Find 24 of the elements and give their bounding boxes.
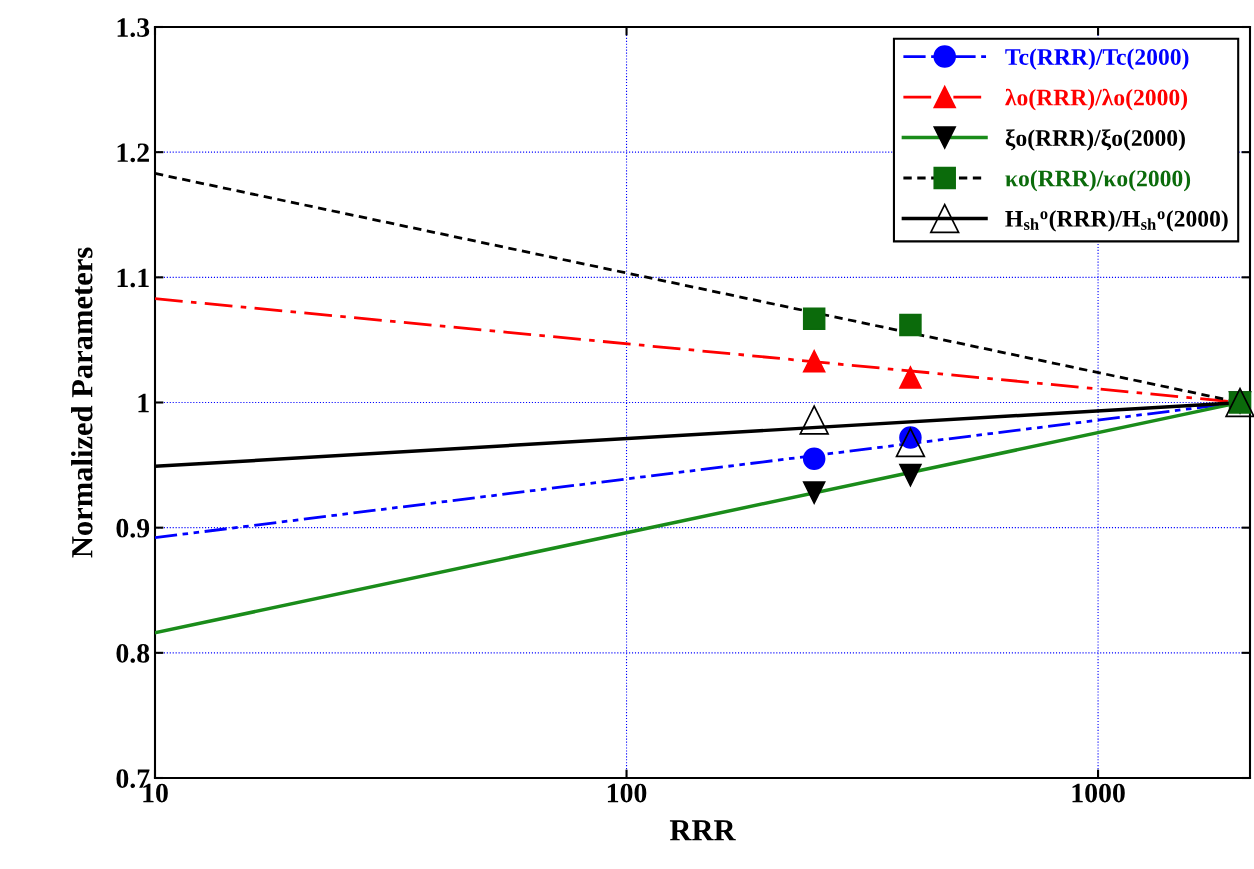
y-tick-label: 1 bbox=[138, 393, 149, 413]
legend-label: ξo(RRR)/ξo(2000) bbox=[1005, 129, 1185, 151]
point bbox=[799, 405, 829, 435]
y-tick-label: 0.8 bbox=[116, 644, 150, 663]
legend-label: Tc(RRR)/Tc(2000) bbox=[1005, 48, 1189, 70]
y-tick-label: 1.3 bbox=[117, 18, 150, 38]
point bbox=[899, 463, 922, 487]
y-tick-label: 1.2 bbox=[117, 143, 149, 163]
point bbox=[899, 313, 922, 337]
point bbox=[899, 366, 922, 389]
point bbox=[802, 349, 826, 373]
point bbox=[895, 427, 926, 458]
legend-label: H$_{sh}$$^{o}$(RRR)/H$_{sh}$$^{o}$(2000) bbox=[1005, 210, 1228, 232]
point bbox=[802, 447, 826, 471]
y-axis-title: Normalized Parameters bbox=[71, 247, 93, 558]
x-tick-label: 100 bbox=[607, 783, 647, 803]
y-tick-label: 0.9 bbox=[116, 518, 150, 538]
point bbox=[802, 481, 826, 504]
legend-label: κo(RRR)/κo(2000) bbox=[1005, 169, 1191, 192]
x-axis-title: RRR bbox=[669, 820, 736, 841]
y-tick-label: 1.1 bbox=[117, 268, 149, 288]
x-tick-label: 1000 bbox=[1072, 783, 1125, 803]
legend-label: λo(RRR)/λo(2000) bbox=[1005, 88, 1188, 111]
point bbox=[802, 307, 826, 330]
